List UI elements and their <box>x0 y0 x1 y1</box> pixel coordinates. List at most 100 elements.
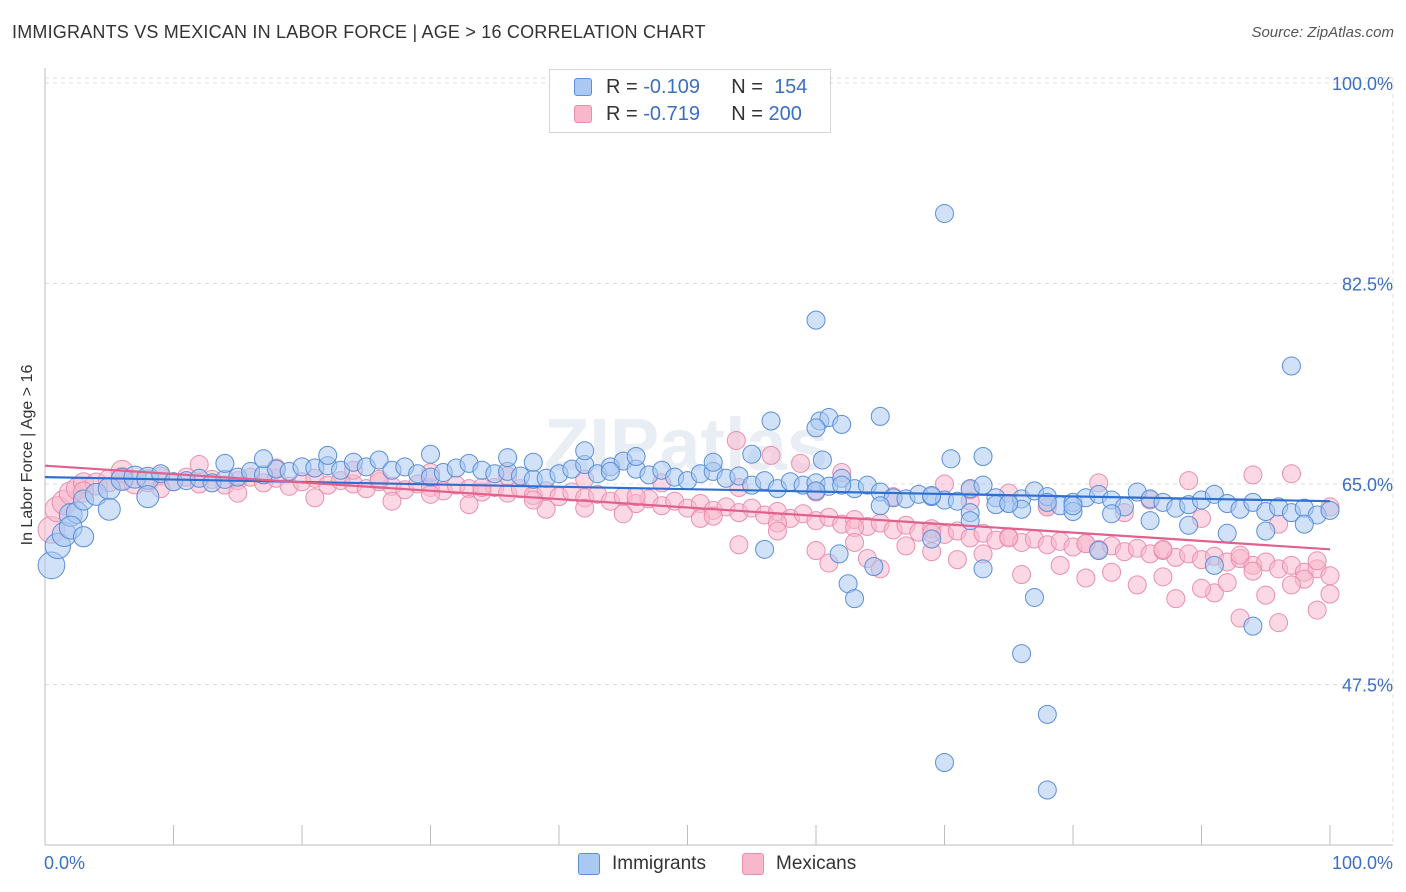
immigrants-point <box>935 752 954 772</box>
mexicans-point <box>1230 545 1250 565</box>
immigrants-point <box>523 452 543 472</box>
y-tick-label: 47.5% <box>1342 676 1393 696</box>
immigrants-point <box>829 544 849 564</box>
immigrants-point <box>922 485 942 505</box>
chart-title: IMMIGRANTS VS MEXICAN IN LABOR FORCE | A… <box>12 22 706 42</box>
mexicans-point <box>575 498 595 518</box>
immigrants-point <box>215 453 235 473</box>
immigrants-point <box>742 444 762 464</box>
immigrants-point <box>318 445 338 465</box>
mexicans-point <box>726 430 746 450</box>
mexicans-point <box>729 535 749 555</box>
immigrants-point <box>575 441 595 461</box>
immigrants-point <box>600 461 620 481</box>
immigrants-point <box>1089 540 1109 560</box>
immigrants-point <box>941 449 961 469</box>
immigrants-point <box>1012 644 1032 664</box>
mexicans-point <box>305 488 325 508</box>
immigrants-point <box>806 310 826 330</box>
x-tick-label-min: 0.0% <box>44 853 85 873</box>
correlation-legend: R = -0.109 N = 154 R = -0.719 N = 200 <box>549 69 831 133</box>
y-tick-label: 65.0% <box>1342 475 1393 495</box>
immigrants-point <box>1024 587 1044 607</box>
immigrants-point <box>72 526 95 548</box>
immigrants-trend-line <box>44 476 1331 503</box>
immigrants-point <box>1256 521 1276 541</box>
mexicans-point <box>999 528 1019 548</box>
immigrants-point <box>1281 356 1301 376</box>
n-value: 200 <box>768 102 802 125</box>
immigrants-point <box>97 497 121 521</box>
immigrants-point <box>832 414 852 434</box>
mexicans-legend-swatch <box>742 853 764 875</box>
mexicans-point <box>1050 555 1070 575</box>
mexicans-point <box>761 445 781 465</box>
immigrants-point <box>1320 500 1340 520</box>
legend-row-immigrants: R = -0.109 N = 154 <box>574 75 807 99</box>
mexicans-point <box>536 499 556 519</box>
immigrants-legend-label: Immigrants <box>612 853 706 874</box>
mexicans-point <box>767 521 787 541</box>
immigrants-point <box>1179 515 1199 535</box>
immigrants-point <box>973 559 993 579</box>
mexicans-point <box>1281 464 1301 484</box>
immigrants-point <box>1217 523 1237 543</box>
mexicans-point <box>1307 600 1327 620</box>
mexicans-point <box>947 550 967 570</box>
mexicans-point <box>791 453 811 473</box>
immigrants-point <box>729 466 749 486</box>
immigrants-point <box>870 406 890 426</box>
mexicans-point <box>1127 575 1147 595</box>
mexicans-point <box>845 532 865 552</box>
immigrants-point <box>935 204 954 224</box>
n-value: 154 <box>774 75 808 98</box>
immigrants-point <box>1140 511 1160 531</box>
immigrants-point <box>1243 492 1263 512</box>
mexicans-swatch <box>574 105 592 123</box>
mexicans-point <box>1243 561 1263 581</box>
r-value: -0.719 <box>643 102 700 125</box>
legend-mexicans[interactable]: Mexicans <box>742 852 856 876</box>
mexicans-point <box>1320 566 1340 586</box>
mexicans-point <box>806 540 826 560</box>
y-tick-label: 100.0% <box>1332 74 1393 94</box>
immigrants-point <box>1294 514 1314 534</box>
mexicans-point <box>1307 551 1327 571</box>
immigrants-point <box>1037 780 1057 800</box>
mexicans-point <box>228 483 248 503</box>
immigrants-point <box>1037 704 1057 724</box>
immigrants-point <box>369 450 389 470</box>
r-value: -0.109 <box>643 75 700 98</box>
mexicans-point <box>1269 613 1289 633</box>
immigrants-point <box>812 450 832 470</box>
y-tick-label: 82.5% <box>1342 274 1393 294</box>
immigrants-point <box>1037 492 1057 512</box>
mexicans-trend-line <box>44 464 1331 551</box>
mexicans-legend-label: Mexicans <box>776 853 857 874</box>
immigrants-point <box>703 452 723 472</box>
immigrants-point <box>253 449 273 469</box>
x-tick-label-max: 100.0% <box>1332 853 1393 873</box>
mexicans-point <box>1243 465 1263 485</box>
mexicans-point <box>1281 575 1301 595</box>
mexicans-point <box>1153 539 1173 559</box>
immigrants-legend-swatch <box>578 853 600 875</box>
mexicans-point <box>1217 573 1237 593</box>
legend-immigrants[interactable]: Immigrants <box>578 852 706 876</box>
mexicans-point <box>1153 567 1173 587</box>
immigrants-point <box>761 411 781 431</box>
trend-lines <box>44 464 1331 551</box>
immigrants-point <box>845 589 865 609</box>
mexicans-point <box>421 484 440 504</box>
immigrants-point <box>1204 555 1224 575</box>
immigrants-point <box>832 475 852 495</box>
immigrants-point <box>1102 504 1122 524</box>
immigrants-point <box>626 447 646 467</box>
immigrants-point <box>922 529 942 549</box>
mexicans-point <box>1076 568 1096 588</box>
immigrants-point <box>864 557 884 577</box>
mexicans-point <box>382 491 402 511</box>
r-label: R = <box>606 75 638 98</box>
mexicans-point <box>1012 565 1032 585</box>
